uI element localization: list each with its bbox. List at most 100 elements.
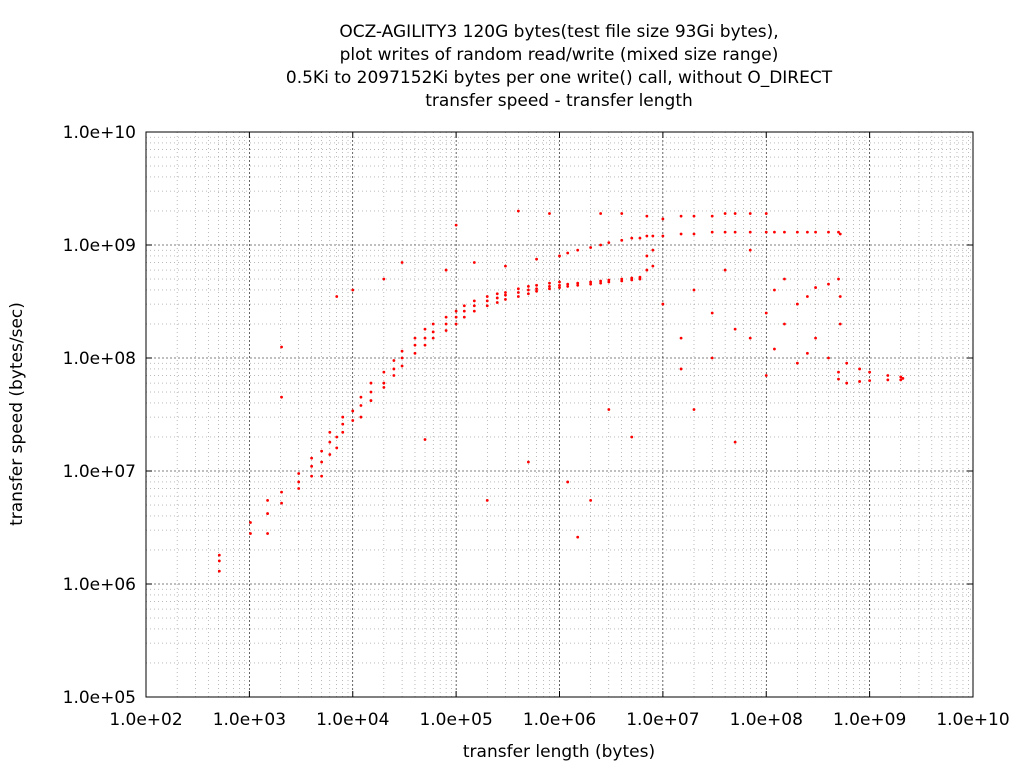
data-point bbox=[462, 315, 466, 319]
y-axis-ticks: 1.0e+05 1.0e+06 1.0e+07 1.0e+08 1.0e+09 1.0e+… bbox=[63, 123, 973, 708]
data-point bbox=[400, 356, 404, 360]
data-point bbox=[838, 295, 842, 298]
data-point bbox=[369, 390, 373, 394]
data-point bbox=[827, 230, 830, 234]
data-point bbox=[661, 302, 665, 306]
data-point bbox=[679, 336, 683, 340]
data-point bbox=[783, 322, 786, 326]
title-line-3: 0.5Ki to 2097152Ki bytes per one write()… bbox=[286, 68, 833, 88]
data-point bbox=[566, 285, 570, 288]
data-point bbox=[837, 370, 840, 374]
data-points bbox=[217, 209, 905, 573]
data-point bbox=[516, 287, 520, 291]
x-tick-label: 1.0e+09 bbox=[833, 710, 906, 730]
data-point bbox=[341, 415, 345, 419]
data-point bbox=[814, 230, 817, 234]
data-point bbox=[576, 283, 580, 287]
data-point bbox=[413, 336, 417, 340]
data-point bbox=[837, 230, 840, 234]
data-point bbox=[645, 234, 649, 238]
data-point bbox=[431, 336, 435, 340]
data-point bbox=[548, 287, 551, 291]
data-point bbox=[413, 343, 417, 347]
data-point bbox=[392, 367, 396, 371]
data-point bbox=[548, 285, 551, 288]
data-point bbox=[805, 230, 809, 234]
data-point bbox=[679, 367, 683, 371]
data-point bbox=[328, 440, 332, 444]
data-point bbox=[516, 295, 520, 298]
data-point bbox=[710, 214, 714, 218]
data-point bbox=[359, 415, 363, 419]
data-point bbox=[645, 268, 649, 272]
data-point bbox=[485, 299, 489, 303]
data-point bbox=[423, 343, 427, 347]
data-point bbox=[607, 408, 611, 411]
data-point bbox=[423, 438, 427, 441]
data-point bbox=[249, 521, 252, 524]
data-point bbox=[679, 214, 683, 218]
data-point bbox=[320, 474, 324, 478]
data-point bbox=[783, 230, 786, 234]
data-point bbox=[392, 374, 396, 377]
data-point bbox=[661, 217, 665, 221]
x-tick-label: 1.0e+08 bbox=[730, 710, 803, 730]
data-point bbox=[382, 381, 386, 385]
data-point bbox=[723, 268, 727, 272]
data-point bbox=[382, 385, 386, 389]
data-point bbox=[485, 304, 489, 308]
data-point bbox=[335, 295, 339, 298]
data-point bbox=[710, 230, 714, 234]
data-point bbox=[516, 209, 520, 213]
data-point bbox=[599, 212, 603, 215]
data-point bbox=[733, 230, 737, 234]
data-point bbox=[733, 440, 737, 444]
data-point bbox=[748, 230, 752, 234]
data-point bbox=[535, 257, 538, 261]
data-point bbox=[692, 232, 696, 236]
data-point bbox=[444, 329, 448, 332]
data-point bbox=[535, 287, 538, 291]
data-point bbox=[485, 498, 489, 502]
data-point bbox=[723, 230, 727, 234]
data-point bbox=[341, 430, 345, 434]
data-point bbox=[444, 268, 448, 272]
data-point bbox=[679, 232, 683, 236]
data-point bbox=[351, 419, 355, 422]
data-point bbox=[558, 280, 561, 284]
x-tick-label: 1.0e+04 bbox=[316, 710, 389, 730]
data-point bbox=[359, 404, 363, 407]
data-point bbox=[645, 214, 649, 218]
chart-title: OCZ-AGILITY3 120G bytes(test file size 9… bbox=[286, 22, 833, 111]
data-point bbox=[454, 309, 458, 313]
data-point bbox=[297, 480, 301, 484]
data-point bbox=[462, 309, 466, 313]
title-line-1: OCZ-AGILITY3 120G bytes(test file size 9… bbox=[339, 22, 778, 42]
data-point bbox=[630, 276, 634, 280]
data-point bbox=[692, 408, 696, 411]
data-point bbox=[838, 232, 842, 236]
data-point bbox=[526, 292, 530, 296]
data-point bbox=[901, 376, 905, 380]
data-point bbox=[558, 254, 561, 258]
data-point bbox=[566, 251, 570, 255]
data-point bbox=[472, 299, 476, 303]
data-point bbox=[607, 280, 611, 284]
data-point bbox=[845, 361, 849, 365]
data-point bbox=[310, 474, 314, 478]
data-point bbox=[566, 480, 570, 484]
data-point bbox=[886, 378, 890, 382]
data-point bbox=[217, 569, 221, 573]
data-point bbox=[764, 374, 768, 377]
grid bbox=[146, 132, 973, 697]
data-point bbox=[773, 230, 776, 234]
y-tick-label: 1.0e+10 bbox=[63, 123, 136, 143]
data-point bbox=[599, 281, 603, 285]
data-point bbox=[589, 282, 593, 286]
x-axis-ticks: 1.0e+02 1.0e+03 1.0e+04 1.0e+05 1.0e+06 1.0e+… bbox=[109, 132, 1010, 730]
data-point bbox=[599, 279, 603, 283]
data-point bbox=[280, 395, 283, 399]
data-point bbox=[526, 460, 530, 464]
data-point bbox=[733, 212, 737, 215]
